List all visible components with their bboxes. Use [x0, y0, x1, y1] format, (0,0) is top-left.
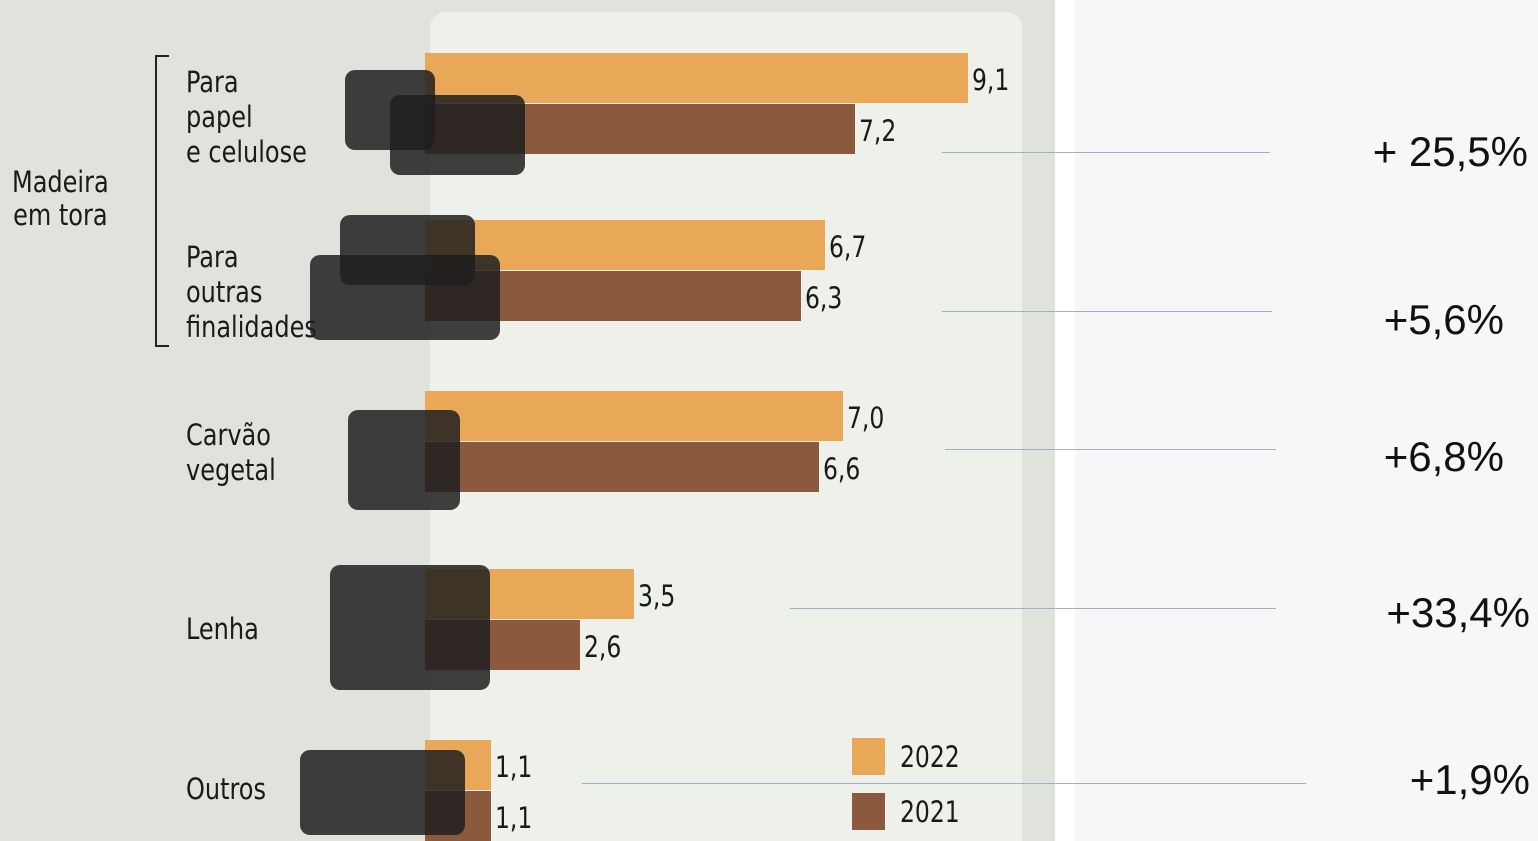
icon — [300, 750, 465, 835]
annotation: +1,9% — [1409, 756, 1530, 803]
annotation: + 25,5% — [1372, 128, 1528, 175]
annotation: +6,8% — [1383, 433, 1504, 480]
group-label: Madeira em tora — [12, 165, 109, 232]
value-label: 6,3 — [805, 281, 843, 315]
annotation-panel — [1075, 0, 1538, 841]
connector-line — [582, 783, 1306, 784]
category-label: Carvão vegetal — [186, 418, 276, 487]
annotation: +33,4% — [1386, 589, 1530, 636]
value-label: 7,0 — [846, 401, 885, 435]
icon — [330, 565, 490, 690]
bar — [425, 442, 820, 492]
bar — [425, 53, 969, 103]
icon — [390, 95, 525, 175]
connector-line — [942, 152, 1270, 153]
group-bracket — [155, 55, 169, 347]
value-label: 1,1 — [494, 750, 532, 784]
legend-label: 2021 — [900, 795, 960, 829]
icon — [348, 410, 460, 510]
value-label: 9,1 — [972, 63, 1010, 97]
value-label: 2,6 — [584, 630, 622, 664]
value-label: 6,7 — [828, 230, 867, 264]
connector-line — [945, 449, 1276, 450]
icon — [340, 215, 475, 285]
value-label: 3,5 — [637, 579, 676, 613]
category-label: Para papel e celulose — [186, 65, 307, 169]
connector-line — [790, 608, 1276, 609]
bar — [425, 391, 843, 441]
value-label: 6,6 — [823, 452, 861, 486]
annotation: +5,6% — [1383, 296, 1504, 343]
category-label: Outros — [186, 772, 266, 806]
value-label: 7,2 — [858, 114, 897, 148]
category-label: Lenha — [186, 612, 259, 646]
value-label: 1,1 — [494, 801, 532, 835]
connector-line — [942, 311, 1272, 312]
legend-swatch — [852, 738, 885, 775]
legend-swatch — [852, 793, 885, 830]
legend-label: 2022 — [900, 740, 960, 774]
category-label: Para outras finalidades — [186, 240, 317, 344]
